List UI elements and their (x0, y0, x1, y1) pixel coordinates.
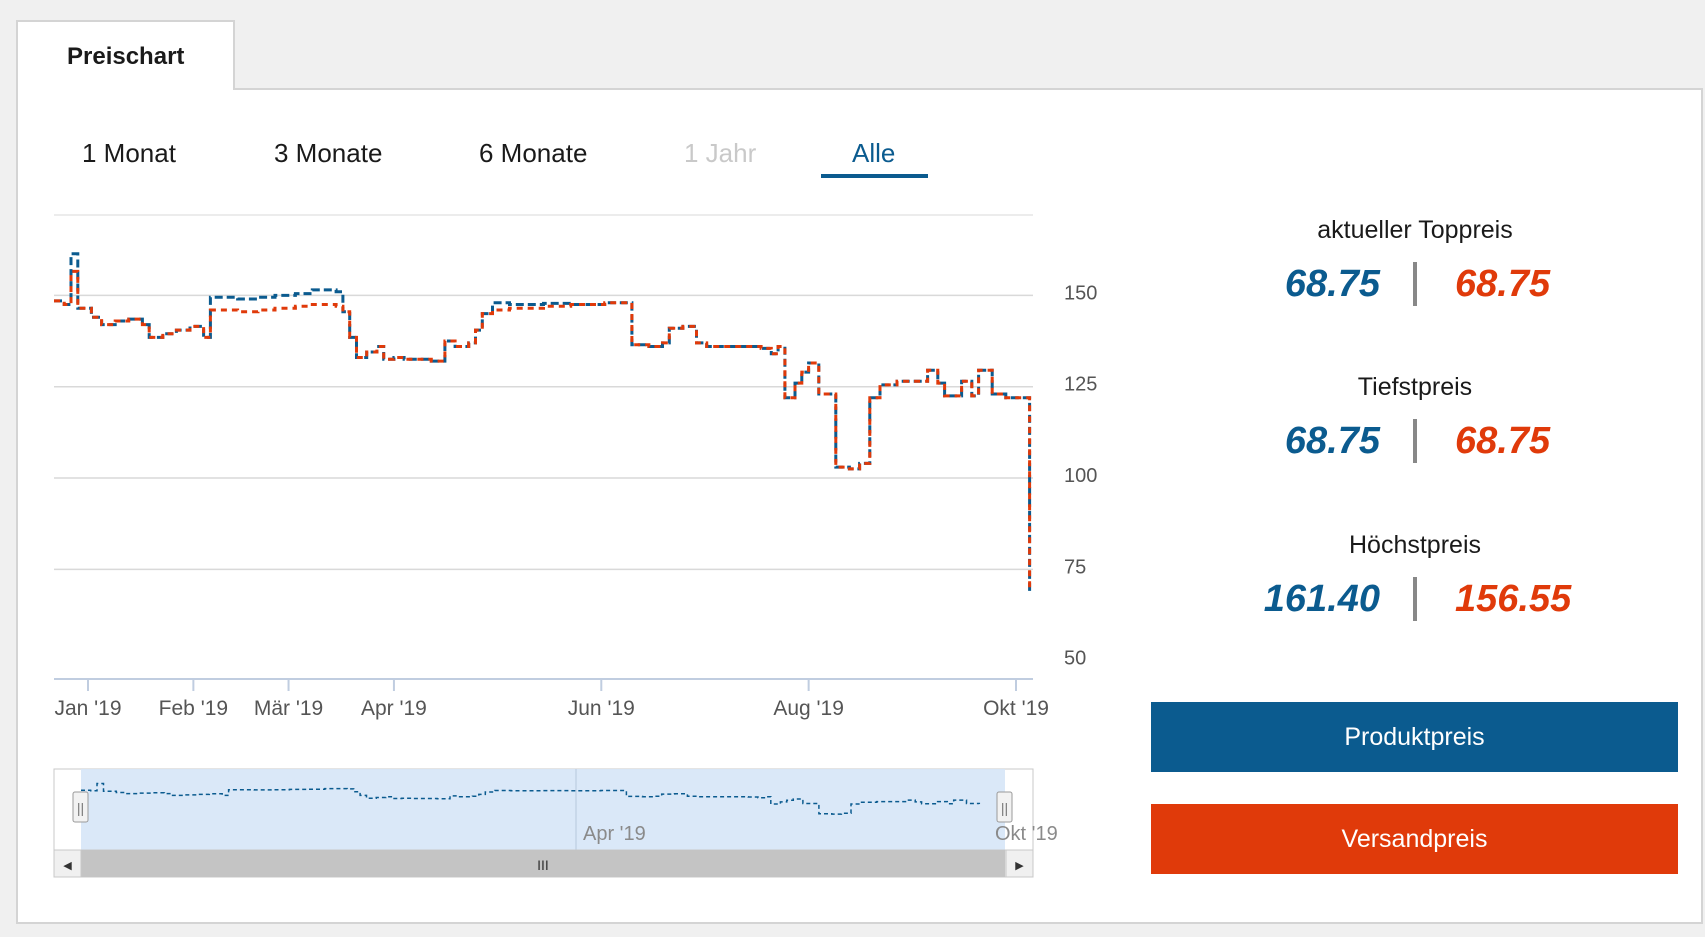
stat-highest-shipping: 156.55 (1455, 578, 1572, 620)
legend-button-produktpreis[interactable]: Produktpreis (1151, 702, 1678, 772)
stat-title-highest: Höchstpreis (1349, 531, 1481, 559)
handle-grip-left: || (77, 800, 84, 816)
navigator-handle-right[interactable]: || (996, 791, 1013, 823)
stat-current-product: 68.75 (1284, 263, 1380, 305)
stat-highest-product: 161.40 (1263, 578, 1380, 620)
x-tick-label: Apr '19 (361, 697, 427, 720)
active-range-underline (821, 174, 928, 178)
stat-title-current: aktueller Toppreis (1317, 216, 1513, 244)
y-axis-ticks: 150 125 100 75 50 (1064, 282, 1097, 669)
x-tick-label: Jun '19 (568, 697, 635, 720)
navigator-label-apr: Apr '19 (583, 823, 646, 845)
range-button-3-monate[interactable]: 3 Monate (274, 138, 383, 168)
series-produktpreis-line (54, 252, 1032, 593)
navigator-series-line (81, 782, 981, 815)
stat-separator (1413, 419, 1417, 463)
range-button-1-monat[interactable]: 1 Monat (82, 138, 176, 168)
legend-button-versandpreis[interactable]: Versandpreis (1151, 804, 1678, 874)
series-versandpreis-line (54, 269, 1032, 593)
x-tick-label: Aug '19 (773, 697, 844, 720)
scroll-left-button[interactable] (53, 849, 82, 878)
handle-grip-right: || (1001, 800, 1008, 816)
scrollbar-thumb[interactable] (81, 850, 1005, 877)
range-button-6-monate[interactable]: 6 Monate (479, 138, 588, 168)
scroll-right-button[interactable] (1005, 849, 1034, 878)
x-tick-label: Jan '19 (54, 697, 121, 720)
y-tick-label: 100 (1064, 465, 1097, 487)
chart-series (54, 252, 1032, 593)
stat-lowest-product: 68.75 (1284, 420, 1380, 462)
stat-separator (1413, 262, 1417, 306)
navigator-selection[interactable] (81, 769, 1005, 850)
stat-current-shipping: 68.75 (1455, 263, 1551, 305)
y-tick-label: 150 (1064, 282, 1097, 304)
y-tick-label: 50 (1064, 648, 1086, 670)
navigator-label-okt: Okt '19 (995, 823, 1058, 845)
chart-navigator[interactable]: Apr '19 Okt '19 || || III ◀ ▶ (53, 768, 1058, 878)
scroll-left-arrow-icon: ◀ (63, 859, 72, 872)
stat-lowest-shipping: 68.75 (1455, 420, 1551, 462)
x-tick-label: Mär '19 (254, 697, 323, 720)
x-axis: Jan '19 Feb '19 Mär '19 Apr '19 Jun '19 Aug '… (54, 678, 1049, 720)
y-tick-label: 75 (1064, 556, 1086, 578)
scrollbar-grip-icon: III (537, 857, 549, 873)
scroll-right-arrow-icon: ▶ (1015, 859, 1024, 872)
x-tick-label: Okt '19 (983, 697, 1049, 720)
stat-separator (1413, 577, 1417, 621)
tab-preischart[interactable]: Preischart (16, 20, 235, 90)
y-tick-label: 125 (1064, 374, 1097, 396)
stat-title-lowest: Tiefstpreis (1357, 373, 1473, 401)
navigator-handle-left[interactable]: || (72, 791, 89, 823)
chart-grid (54, 214, 1033, 571)
range-button-alle[interactable]: Alle (852, 138, 896, 168)
range-button-1-jahr: 1 Jahr (684, 138, 757, 168)
x-tick-label: Feb '19 (159, 697, 228, 720)
